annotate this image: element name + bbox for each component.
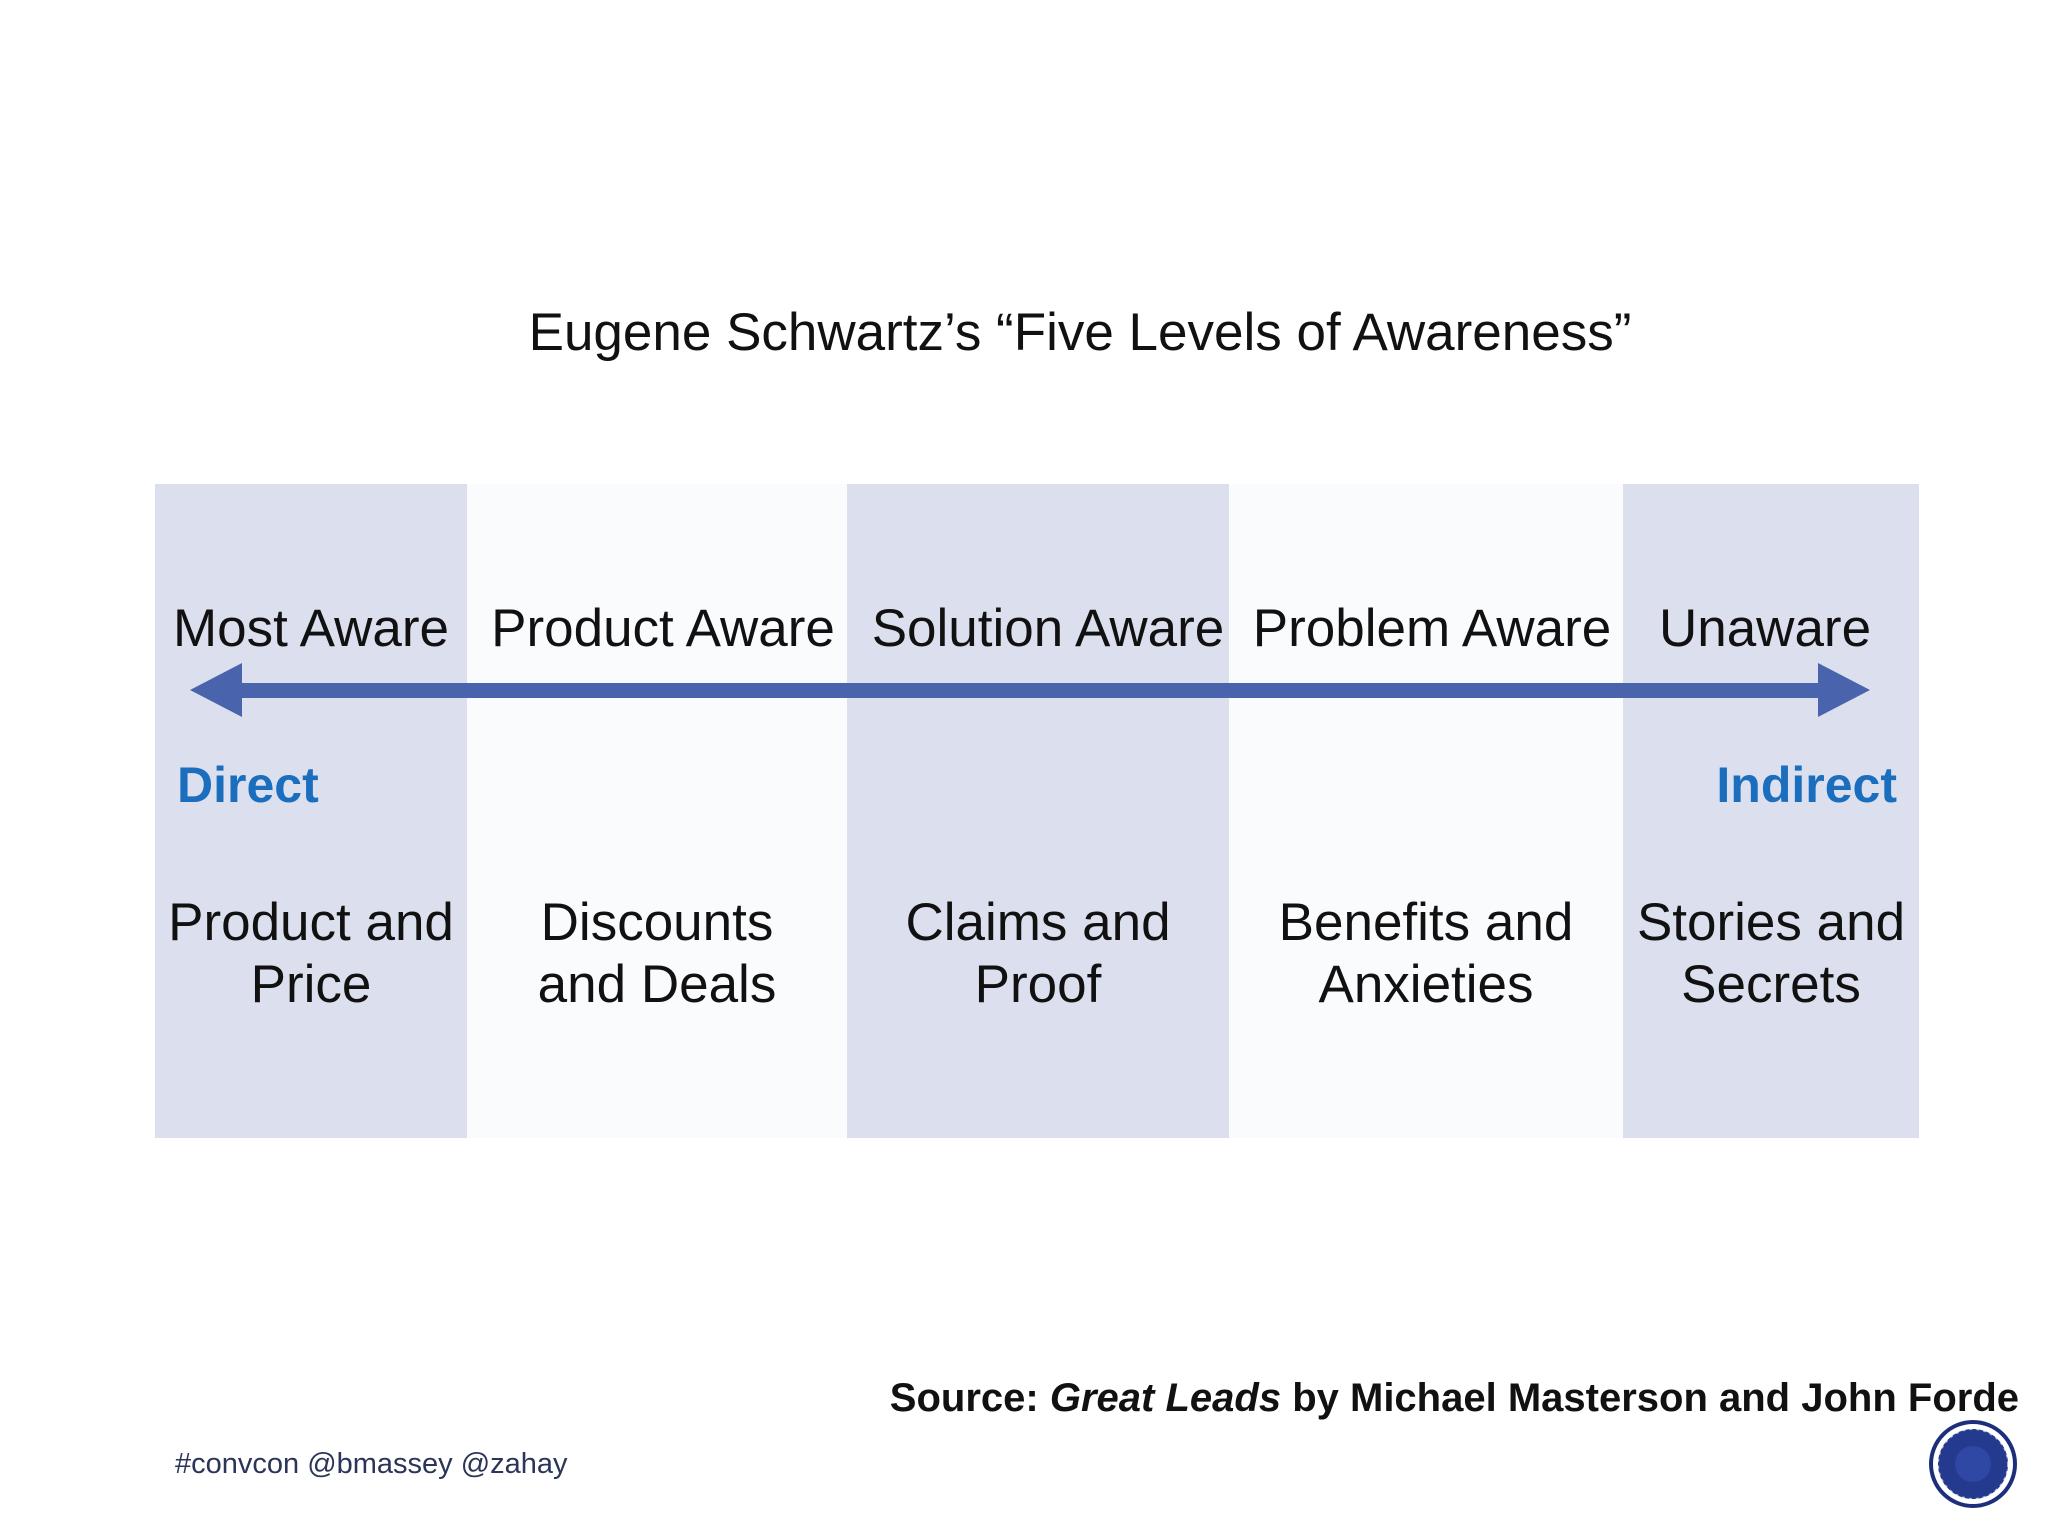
indirect-label: Indirect (1716, 757, 1897, 813)
diagram-title: Eugene Schwartz’s “Five Levels of Awaren… (528, 303, 1632, 362)
level-content: Benefits and Anxieties (1229, 892, 1623, 1016)
level-column-problem-aware: Problem Aware Benefits and Anxieties (1229, 484, 1623, 1138)
level-column-solution-aware: Solution Aware Claims and Proof (847, 484, 1229, 1138)
double-headed-arrow-icon (190, 663, 1870, 717)
level-content-line: Claims and (905, 893, 1171, 952)
source-citation: Source: Great Leads by Michael Masterson… (890, 1376, 2019, 1421)
level-content-line: Secrets (1681, 955, 1861, 1014)
level-content-line: Anxieties (1318, 955, 1534, 1014)
footer-hashtags: #convcon @bmassey @zahay (175, 1448, 568, 1480)
source-prefix: Source: (889, 1376, 1039, 1420)
circular-badge-logo-icon (1929, 1420, 2017, 1508)
level-label: Solution Aware (871, 599, 1225, 658)
level-column-product-aware: Product Aware Discounts and Deals (467, 484, 847, 1138)
level-label: Problem Aware (1252, 599, 1612, 658)
level-content: Stories and Secrets (1623, 892, 1919, 1016)
level-content-line: Proof (974, 955, 1102, 1014)
direct-label: Direct (177, 757, 319, 813)
level-column-unaware: Unaware Stories and Secrets (1623, 484, 1919, 1138)
level-content: Claims and Proof (847, 892, 1229, 1016)
level-content-line: Discounts (540, 893, 774, 952)
level-content-line: Price (250, 955, 372, 1014)
awareness-diagram: Most Aware Product and Price Product Awa… (155, 484, 1919, 1138)
level-label: Most Aware (173, 599, 449, 658)
level-content: Product and Price (155, 892, 467, 1016)
level-content-line: Product and (168, 893, 454, 952)
source-book-title: Great Leads (1049, 1376, 1282, 1420)
level-label: Product Aware (491, 599, 835, 658)
level-column-most-aware: Most Aware Product and Price (155, 484, 467, 1138)
level-content: Discounts and Deals (467, 892, 847, 1016)
level-label: Unaware (1658, 599, 1872, 658)
level-content-line: Benefits and (1278, 893, 1574, 952)
source-authors: by Michael Masterson and John Forde (1292, 1376, 2019, 1420)
level-content-line: Stories and (1636, 893, 1906, 952)
level-content-line: and Deals (537, 955, 777, 1014)
